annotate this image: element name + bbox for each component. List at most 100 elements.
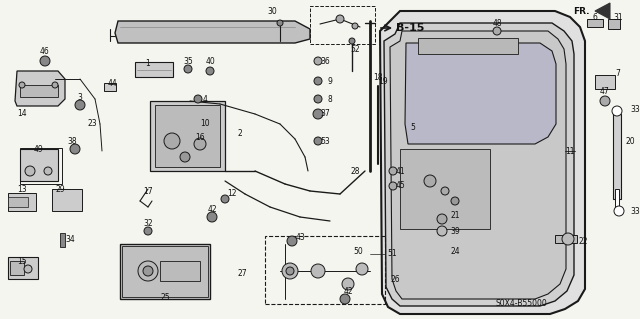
Bar xyxy=(20,149,58,181)
Text: 5: 5 xyxy=(411,122,415,131)
Text: 49: 49 xyxy=(33,145,43,153)
Circle shape xyxy=(311,264,325,278)
Text: 44: 44 xyxy=(107,79,117,88)
Circle shape xyxy=(44,167,52,175)
Text: 52: 52 xyxy=(350,44,360,54)
Bar xyxy=(400,149,490,229)
Text: 43: 43 xyxy=(295,233,305,241)
Text: 24: 24 xyxy=(450,247,460,256)
Bar xyxy=(155,105,220,167)
Text: 1: 1 xyxy=(146,58,150,68)
Bar xyxy=(160,261,200,281)
Text: 11: 11 xyxy=(565,146,575,155)
Text: 40: 40 xyxy=(205,56,215,65)
Circle shape xyxy=(277,20,283,26)
Bar xyxy=(8,257,38,279)
Circle shape xyxy=(451,197,459,205)
Text: 22: 22 xyxy=(579,236,588,246)
Bar xyxy=(310,6,375,44)
Text: 19: 19 xyxy=(378,77,388,85)
Circle shape xyxy=(287,236,297,246)
Polygon shape xyxy=(384,23,574,306)
Circle shape xyxy=(314,137,322,145)
Text: 42: 42 xyxy=(207,204,217,213)
Text: 25: 25 xyxy=(160,293,170,301)
Circle shape xyxy=(424,175,436,187)
Bar xyxy=(8,197,28,207)
Text: 12: 12 xyxy=(227,189,237,198)
Text: 30: 30 xyxy=(267,6,277,16)
Bar xyxy=(613,114,621,199)
Bar xyxy=(418,38,518,54)
Circle shape xyxy=(221,195,229,203)
Circle shape xyxy=(40,56,50,66)
Text: 3: 3 xyxy=(77,93,83,101)
Text: 18: 18 xyxy=(373,72,383,81)
Text: 34: 34 xyxy=(65,234,75,243)
Bar xyxy=(587,19,603,27)
Circle shape xyxy=(282,263,298,279)
Circle shape xyxy=(356,263,368,275)
Text: 27: 27 xyxy=(237,270,247,278)
Polygon shape xyxy=(15,71,65,106)
Circle shape xyxy=(164,133,180,149)
Text: FR.: FR. xyxy=(573,6,590,16)
Circle shape xyxy=(437,226,447,236)
Polygon shape xyxy=(380,11,585,314)
Polygon shape xyxy=(595,3,610,19)
Text: 31: 31 xyxy=(613,12,623,21)
Circle shape xyxy=(313,109,323,119)
Text: 8: 8 xyxy=(328,94,332,103)
Circle shape xyxy=(349,38,355,44)
Circle shape xyxy=(180,152,190,162)
Text: 48: 48 xyxy=(492,19,502,27)
Bar xyxy=(135,62,173,77)
Bar xyxy=(20,148,62,184)
Text: 4: 4 xyxy=(203,94,207,103)
Text: 46: 46 xyxy=(40,47,50,56)
Text: 26: 26 xyxy=(390,275,400,284)
Circle shape xyxy=(314,77,322,85)
Circle shape xyxy=(389,182,397,190)
Text: 53: 53 xyxy=(320,137,330,145)
Circle shape xyxy=(75,100,85,110)
Circle shape xyxy=(194,138,206,150)
Circle shape xyxy=(25,166,35,176)
Circle shape xyxy=(24,265,32,273)
Bar xyxy=(122,246,208,297)
Text: 7: 7 xyxy=(616,70,620,78)
Circle shape xyxy=(314,57,322,65)
Text: 2: 2 xyxy=(237,130,243,138)
Text: 15: 15 xyxy=(17,256,27,265)
Circle shape xyxy=(600,96,610,106)
Bar xyxy=(150,101,225,171)
Text: 37: 37 xyxy=(320,109,330,118)
Bar xyxy=(52,189,82,211)
Text: 20: 20 xyxy=(625,137,635,145)
Text: 28: 28 xyxy=(350,167,360,175)
Text: 14: 14 xyxy=(17,108,27,117)
Polygon shape xyxy=(115,21,310,43)
Bar xyxy=(20,85,58,97)
Text: 42: 42 xyxy=(343,286,353,295)
Circle shape xyxy=(389,167,397,175)
Text: 36: 36 xyxy=(320,56,330,65)
Circle shape xyxy=(352,23,358,29)
Text: 21: 21 xyxy=(451,211,460,220)
Text: 33: 33 xyxy=(630,105,640,114)
Text: 35: 35 xyxy=(183,56,193,65)
Circle shape xyxy=(19,82,25,88)
Circle shape xyxy=(437,214,447,224)
Circle shape xyxy=(52,82,58,88)
Circle shape xyxy=(143,266,153,276)
Circle shape xyxy=(612,106,622,116)
Circle shape xyxy=(614,206,624,216)
Polygon shape xyxy=(390,31,566,299)
Text: 38: 38 xyxy=(67,137,77,145)
Circle shape xyxy=(493,27,501,35)
Text: 9: 9 xyxy=(328,77,332,85)
Text: S0X4-B55000: S0X4-B55000 xyxy=(495,300,547,308)
Text: 39: 39 xyxy=(450,226,460,235)
Bar xyxy=(10,261,24,275)
Text: 47: 47 xyxy=(600,86,610,95)
